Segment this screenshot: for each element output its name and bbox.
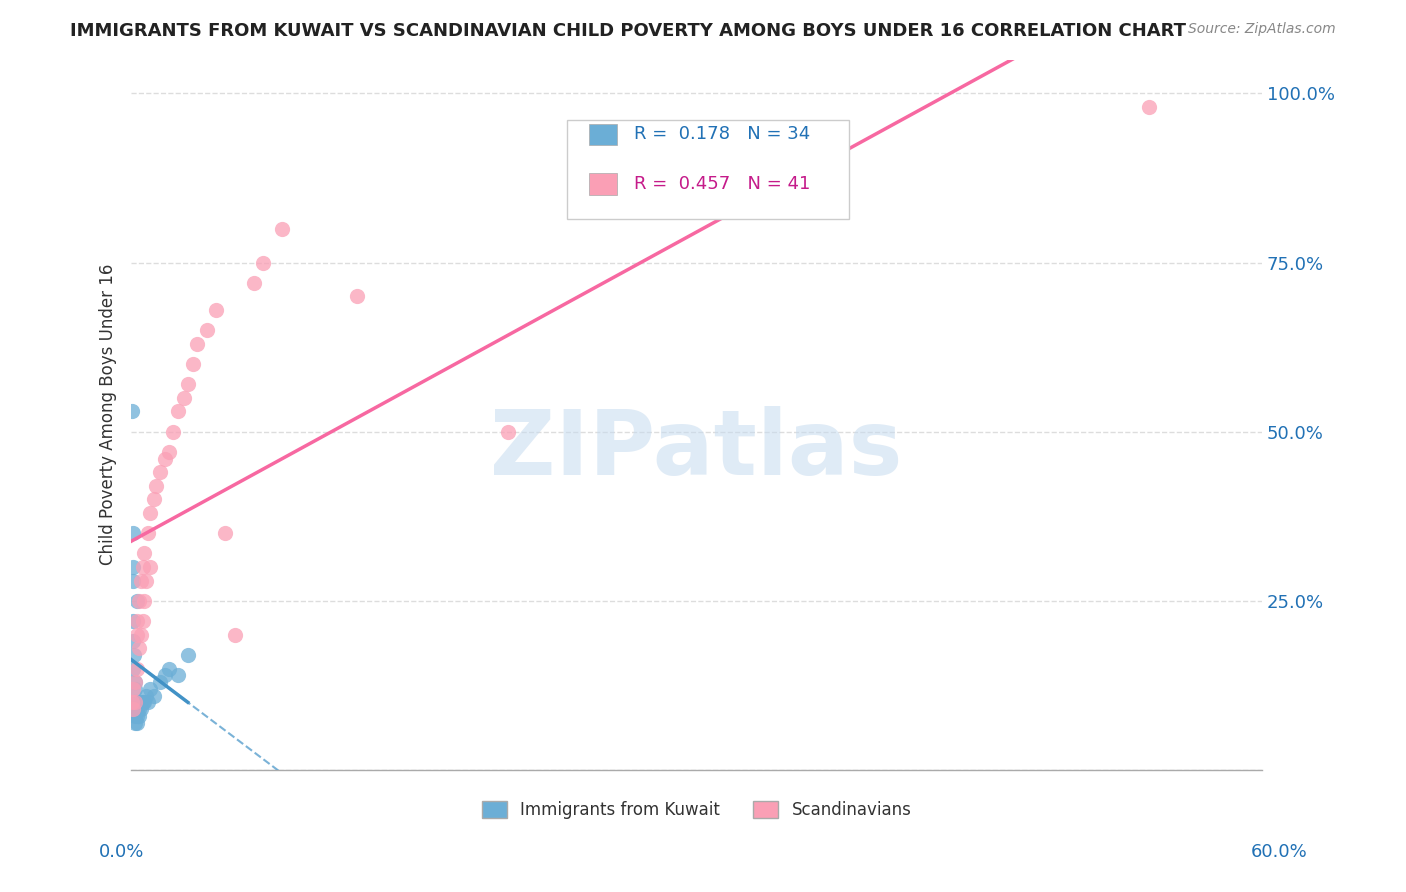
Point xyxy=(157,661,180,675)
Point xyxy=(122,702,145,716)
Point xyxy=(128,641,150,656)
Point xyxy=(252,255,274,269)
Point xyxy=(124,695,146,709)
Point xyxy=(125,614,148,628)
Point xyxy=(346,289,368,303)
Point xyxy=(124,702,146,716)
Text: R =  0.178   N = 34: R = 0.178 N = 34 xyxy=(634,125,811,144)
Point xyxy=(129,574,152,588)
Point xyxy=(122,661,145,675)
Point xyxy=(136,695,159,709)
Point xyxy=(195,323,218,337)
Y-axis label: Child Poverty Among Boys Under 16: Child Poverty Among Boys Under 16 xyxy=(100,264,117,566)
Point xyxy=(162,425,184,439)
Text: IMMIGRANTS FROM KUWAIT VS SCANDINAVIAN CHILD POVERTY AMONG BOYS UNDER 16 CORRELA: IMMIGRANTS FROM KUWAIT VS SCANDINAVIAN C… xyxy=(70,22,1187,40)
Point xyxy=(205,302,228,317)
Point xyxy=(125,709,148,723)
Point xyxy=(125,594,148,608)
FancyBboxPatch shape xyxy=(589,173,617,194)
Point xyxy=(148,465,170,479)
Text: Source: ZipAtlas.com: Source: ZipAtlas.com xyxy=(1188,22,1336,37)
Point xyxy=(125,715,148,730)
Point xyxy=(129,702,152,716)
Point xyxy=(131,614,153,628)
Point xyxy=(145,479,167,493)
Point xyxy=(125,702,148,716)
Point xyxy=(125,695,148,709)
Point xyxy=(122,634,145,648)
Point xyxy=(142,689,165,703)
Point xyxy=(139,506,162,520)
Point xyxy=(124,681,146,696)
Point xyxy=(124,675,146,690)
Point xyxy=(131,560,153,574)
Point xyxy=(134,695,156,709)
Point xyxy=(122,560,145,574)
Point xyxy=(131,695,153,709)
Point xyxy=(153,451,176,466)
Point xyxy=(167,668,190,682)
Point xyxy=(153,668,176,682)
Point xyxy=(186,336,208,351)
Text: 0.0%: 0.0% xyxy=(98,843,143,861)
Text: 60.0%: 60.0% xyxy=(1251,843,1308,861)
Point xyxy=(122,648,145,662)
Point xyxy=(142,492,165,507)
Point xyxy=(129,628,152,642)
Text: R =  0.457   N = 41: R = 0.457 N = 41 xyxy=(634,175,811,193)
Point xyxy=(167,404,190,418)
Point xyxy=(128,594,150,608)
Point xyxy=(183,357,205,371)
Point xyxy=(129,695,152,709)
Point xyxy=(157,445,180,459)
Point xyxy=(177,648,200,662)
Point xyxy=(242,276,264,290)
FancyBboxPatch shape xyxy=(589,123,617,145)
Point xyxy=(121,404,143,418)
Point xyxy=(148,675,170,690)
Point xyxy=(121,695,143,709)
Point xyxy=(496,425,519,439)
Point xyxy=(124,709,146,723)
Legend: Immigrants from Kuwait, Scandinavians: Immigrants from Kuwait, Scandinavians xyxy=(475,794,918,826)
Point xyxy=(125,628,148,642)
Point xyxy=(124,695,146,709)
Point xyxy=(271,221,294,235)
Point xyxy=(134,547,156,561)
Point xyxy=(139,681,162,696)
Point xyxy=(124,715,146,730)
Point xyxy=(122,681,145,696)
Point xyxy=(1137,100,1160,114)
Point xyxy=(125,661,148,675)
Point xyxy=(139,560,162,574)
FancyBboxPatch shape xyxy=(567,120,849,219)
Point xyxy=(135,574,157,588)
Point xyxy=(122,614,145,628)
Point xyxy=(136,526,159,541)
Point xyxy=(177,377,200,392)
Point xyxy=(224,628,246,642)
Point xyxy=(124,675,146,690)
Point xyxy=(214,526,236,541)
Point xyxy=(128,709,150,723)
Text: ZIPatlas: ZIPatlas xyxy=(491,407,903,494)
Point xyxy=(134,594,156,608)
Point xyxy=(128,702,150,716)
Point xyxy=(173,391,195,405)
Point xyxy=(135,689,157,703)
Point xyxy=(121,526,143,541)
Point xyxy=(122,574,145,588)
